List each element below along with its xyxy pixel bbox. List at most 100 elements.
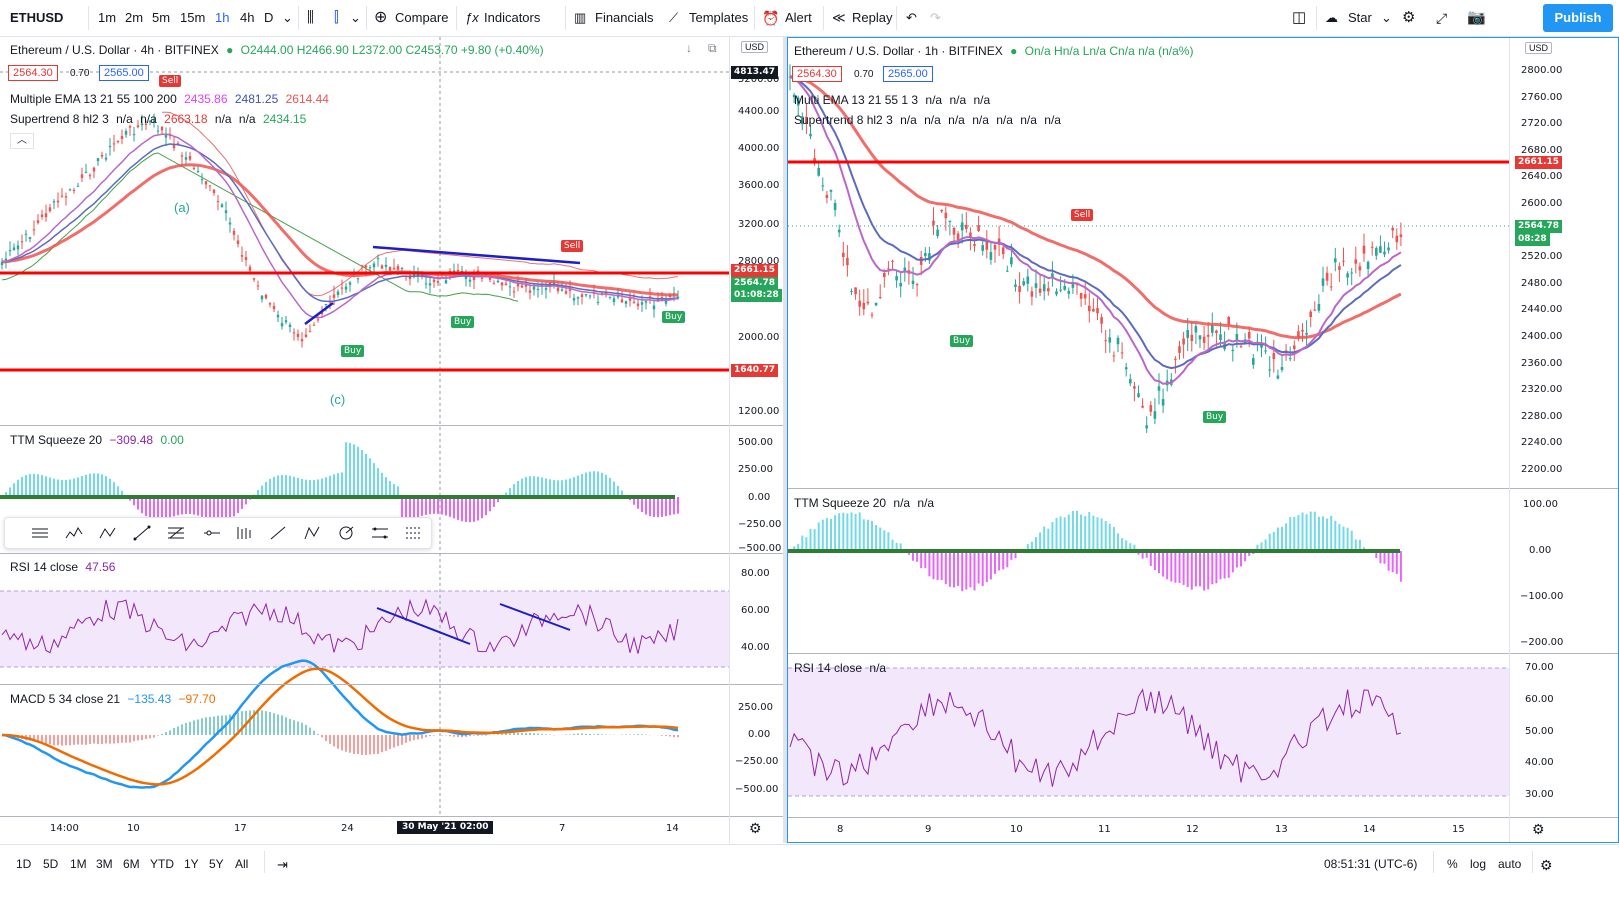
financials-icon[interactable]: ▥ <box>574 8 586 28</box>
right-chart-canvas[interactable] <box>788 38 1618 842</box>
replay-icon[interactable]: ≪ <box>832 8 846 28</box>
chevron-down-icon[interactable]: ⌄ <box>282 8 293 28</box>
compare-button[interactable]: Compare <box>395 8 448 28</box>
templates-button[interactable]: Templates <box>689 8 748 28</box>
range-5y[interactable]: 5Y <box>209 857 224 871</box>
bars-pattern-icon[interactable] <box>235 525 253 541</box>
lines-icon[interactable] <box>31 525 49 541</box>
pane-divider[interactable] <box>0 684 783 685</box>
currency-select[interactable]: USD <box>1525 42 1552 54</box>
interval-5m[interactable]: 5m <box>152 8 170 28</box>
range-1m[interactable]: 1M <box>70 857 87 871</box>
line-icon[interactable] <box>269 525 287 541</box>
fib-icon[interactable] <box>167 525 185 541</box>
clock[interactable]: 08:51:31 (UTC-6) <box>1324 857 1417 871</box>
wave-pattern-icon[interactable] <box>65 525 83 541</box>
ask-box[interactable]: 2565.00 <box>99 65 149 81</box>
candle-body <box>1006 271 1009 272</box>
horizontal-ray-icon[interactable] <box>203 525 221 541</box>
alarm-clock-icon[interactable]: ⏰ <box>762 8 779 28</box>
bid-box[interactable]: 2564.30 <box>8 65 58 81</box>
channel-icon[interactable] <box>371 525 389 541</box>
alert-button[interactable]: Alert <box>785 8 812 28</box>
interval-d[interactable]: D <box>264 8 273 28</box>
publish-button[interactable]: Publish <box>1543 4 1613 32</box>
range-3m[interactable]: 3M <box>96 857 113 871</box>
fullscreen-icon[interactable]: ⤢ <box>1436 8 1447 28</box>
indicators-icon[interactable]: ƒx <box>465 8 479 28</box>
macd-hist-bar <box>589 734 591 735</box>
supertrend-legend[interactable]: Supertrend 8 hl2 3 n/a n/a n/a n/a n/a n… <box>794 113 1065 127</box>
range-ytd[interactable]: YTD <box>150 857 174 871</box>
bid-box[interactable]: 2564.30 <box>792 66 842 82</box>
pane-divider[interactable] <box>788 488 1618 489</box>
candles-icon[interactable]: ⫿ <box>334 8 339 28</box>
plus-circle-icon[interactable]: ⊕ <box>374 8 387 28</box>
arrow-down-icon[interactable]: ↓ <box>686 41 692 55</box>
auto-toggle[interactable]: auto <box>1498 857 1521 871</box>
maximize-icon[interactable]: ⧉ <box>708 41 717 56</box>
squeeze-bar <box>325 477 327 497</box>
interval-1m[interactable]: 1m <box>98 8 116 28</box>
squeeze-bar <box>1056 518 1058 551</box>
templates-icon[interactable]: ⟋ <box>669 8 678 28</box>
range-1y[interactable]: 1Y <box>184 857 199 871</box>
rsi-legend[interactable]: RSI 14 close 47.56 <box>10 560 119 574</box>
camera-icon[interactable]: 📷 <box>1467 8 1486 28</box>
undo-icon[interactable]: ↶ <box>906 8 917 28</box>
interval-2m[interactable]: 2m <box>125 8 143 28</box>
supertrend-legend[interactable]: Supertrend 8 hl2 3 n/a n/a 2663.18 n/a n… <box>10 112 310 126</box>
layout-icon[interactable]: ◫ <box>1292 8 1306 28</box>
macd-legend[interactable]: MACD 5 34 close 21 −135.43 −97.70 <box>10 692 220 706</box>
price-label: 2240.00 <box>1521 437 1562 448</box>
candle-body <box>1293 345 1296 349</box>
percent-toggle[interactable]: % <box>1447 857 1458 871</box>
macd-hist-bar <box>117 735 119 743</box>
log-toggle[interactable]: log <box>1470 857 1486 871</box>
range-all[interactable]: All <box>235 857 248 871</box>
pane-divider[interactable] <box>0 425 783 426</box>
currency-select[interactable]: USD <box>741 41 768 53</box>
range-1d[interactable]: 1D <box>16 857 31 871</box>
interval-15m[interactable]: 15m <box>180 8 205 28</box>
ask-box[interactable]: 2565.00 <box>883 66 933 82</box>
replay-button[interactable]: Replay <box>852 8 892 28</box>
macd-hist-bar <box>125 735 127 743</box>
financials-button[interactable]: Financials <box>595 8 654 28</box>
collapse-legend-icon[interactable]: ︿ <box>10 133 34 149</box>
cloud-icon[interactable]: ☁ <box>1325 8 1338 28</box>
ema-legend[interactable]: Multi EMA 13 21 55 1 3 n/a n/a n/a <box>794 93 994 107</box>
squeeze-legend[interactable]: TTM Squeeze 20 −309.48 0.00 <box>10 433 188 447</box>
gear-icon[interactable]: ⚙ <box>1540 857 1553 874</box>
symbol-search[interactable]: ETHUSD <box>10 8 63 28</box>
pane-divider[interactable] <box>788 653 1618 654</box>
squeeze-bar <box>928 551 930 576</box>
time-label: 9 <box>925 824 931 835</box>
gear-icon[interactable]: ⚙ <box>749 820 762 837</box>
squeeze-legend[interactable]: TTM Squeeze 20 n/a n/a <box>794 496 938 510</box>
range-5d[interactable]: 5D <box>43 857 58 871</box>
rsi-legend[interactable]: RSI 14 close n/a <box>794 661 890 675</box>
candle-body <box>65 196 67 197</box>
pane-divider[interactable] <box>788 817 1618 818</box>
chevron-down-icon[interactable]: ⌄ <box>350 8 361 28</box>
abc-pattern-icon[interactable] <box>99 525 117 541</box>
trendline-icon[interactable] <box>133 525 151 541</box>
goto-date-icon[interactable]: ⇥ <box>277 857 288 873</box>
regression-icon[interactable] <box>405 525 423 541</box>
range-6m[interactable]: 6M <box>123 857 140 871</box>
layout-name[interactable]: Star <box>1348 8 1372 28</box>
xabcd-pattern-icon[interactable] <box>303 525 321 541</box>
bar-style-icon[interactable]: ⫼ <box>307 8 314 28</box>
ema-legend[interactable]: Multiple EMA 13 21 55 100 200 2435.86 24… <box>10 92 333 106</box>
interval-1h[interactable]: 1h <box>215 8 229 28</box>
chevron-down-icon[interactable]: ⌄ <box>1381 8 1392 28</box>
pane-divider[interactable] <box>0 553 783 554</box>
gann-icon[interactable] <box>337 525 355 541</box>
indicators-button[interactable]: Indicators <box>484 8 540 28</box>
pane-divider[interactable] <box>0 816 783 817</box>
gear-icon[interactable]: ⚙ <box>1532 821 1545 838</box>
redo-icon[interactable]: ↷ <box>930 8 941 28</box>
interval-4h[interactable]: 4h <box>240 8 254 28</box>
gear-icon[interactable]: ⚙ <box>1402 8 1415 28</box>
